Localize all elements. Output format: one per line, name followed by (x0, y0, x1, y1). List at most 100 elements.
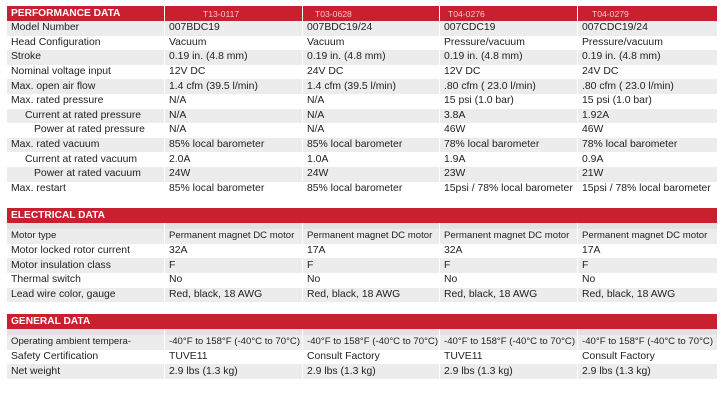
cell-value: 85% local barometer (302, 137, 440, 153)
cell-value: 0.19 in. (4.8 mm) (577, 50, 717, 65)
table-row: Max. open air flow 1.4 cfm (39.5 l/min) 1.… (6, 79, 717, 94)
cell-value: -40°F to 158°F (-40°C to 70°C) (302, 335, 440, 350)
cell-value: F (164, 258, 303, 273)
part-code: T13-0117 (164, 6, 303, 21)
performance-table: PERFORMANCE DATA T13-0117 T03-0628 T04-0… (6, 6, 717, 197)
cell-value: 23W (439, 166, 578, 182)
row-label: Head Configuration (6, 35, 165, 51)
row-label: Net weight (6, 364, 165, 379)
cell-value: 24V DC (302, 64, 440, 80)
cell-value: 15psi / 78% local barometer (439, 181, 578, 197)
cell-value: 1.9A (439, 152, 578, 167)
cell-value: Red, black, 18 AWG (164, 287, 303, 303)
cell-value: .80 cfm ( 23.0 l/min) (577, 79, 717, 94)
header-spacer (6, 223, 717, 230)
row-label: Max. open air flow (6, 79, 165, 94)
cell-value: 15psi / 78% local barometer (577, 181, 717, 197)
cell-value: No (164, 272, 303, 288)
cell-value: N/A (302, 93, 440, 109)
cell-value: Permanent magnet DC motor (439, 229, 578, 244)
cell-value: .80 cfm ( 23.0 l/min) (439, 79, 578, 94)
cell-value: TUVE11 (164, 349, 303, 365)
section-title: GENERAL DATA (5, 314, 717, 330)
cell-value: 0.19 in. (4.8 mm) (439, 50, 578, 65)
cell-value: Permanent magnet DC motor (164, 229, 303, 244)
row-label: Max. restart (6, 181, 165, 197)
row-label: Motor insulation class (6, 258, 165, 273)
row-label: Power at rated pressure (6, 123, 165, 138)
cell-value: 85% local barometer (302, 181, 440, 197)
performance-header: PERFORMANCE DATA T13-0117 T03-0628 T04-0… (6, 6, 717, 21)
cell-value: 17A (302, 243, 440, 259)
table-row: Max. restart 85% local barometer 85% local… (6, 181, 717, 197)
cell-value: Pressure/vacuum (577, 35, 717, 51)
table-row: Net weight 2.9 lbs (1.3 kg) 2.9 lbs (1.3 k… (6, 364, 717, 379)
cell-value: Red, black, 18 AWG (302, 287, 440, 303)
cell-value: 85% local barometer (164, 137, 303, 153)
cell-value: Pressure/vacuum (439, 35, 578, 51)
cell-value: N/A (164, 123, 303, 138)
table-row: Current at rated pressure N/A N/A 3.8A 1.92A (6, 108, 717, 124)
spec-sheet: PERFORMANCE DATA T13-0117 T03-0628 T04-0… (0, 6, 722, 379)
cell-value: 21W (577, 166, 717, 182)
cell-value: 17A (576, 243, 717, 259)
table-row: Current at rated vacuum 2.0A 1.0A 1.9A 0.9A (6, 152, 717, 167)
cell-value: F (439, 258, 578, 273)
section-title: ELECTRICAL DATA (5, 208, 717, 224)
cell-value: -40°F to 158°F (-40°C to 70°C) (164, 335, 303, 350)
row-label: Lead wire color, gauge (6, 287, 165, 303)
cell-value: No (576, 272, 717, 288)
cell-value: No (439, 272, 578, 288)
cell-value: 3.8A (439, 108, 578, 124)
cell-value: 78% local barometer (577, 137, 717, 153)
header-spacer (6, 329, 717, 336)
cell-value: 2.9 lbs (1.3 kg) (439, 364, 578, 379)
cell-value: 2.9 lbs (1.3 kg) (164, 364, 303, 379)
part-code: T04-0276 (439, 6, 578, 21)
cell-value: Permanent magnet DC motor (302, 229, 440, 244)
part-code: T04-0279 (577, 6, 717, 21)
cell-value: 007BDC19 (164, 21, 303, 36)
row-label: Safety Certification (6, 349, 165, 365)
table-row: Max. rated vacuum 85% local barometer 85% … (6, 137, 717, 153)
cell-value: Consult Factory (576, 349, 717, 365)
section-title: PERFORMANCE DATA (6, 6, 165, 21)
cell-value: 0.9A (577, 152, 717, 167)
cell-value: Vacuum (164, 35, 303, 51)
cell-value: 1.0A (302, 152, 440, 167)
table-row: Safety Certification TUVE11 Consult Factor… (6, 349, 717, 365)
table-row: Operating ambient tempera- -40°F to 158°F… (6, 335, 717, 350)
cell-value: 2.9 lbs (1.3 kg) (576, 364, 717, 379)
part-code: T03-0628 (302, 6, 440, 21)
row-label: Current at rated vacuum (6, 152, 165, 167)
general-table: GENERAL DATA Operating ambient tempera- -… (5, 314, 717, 379)
table-row: Head Configuration Vacuum Vacuum Pressure/v… (6, 35, 717, 51)
table-row: Power at rated pressure N/A N/A 46W 46W (6, 123, 717, 138)
cell-value: 0.19 in. (4.8 mm) (164, 50, 303, 65)
cell-value: 46W (577, 123, 717, 138)
cell-value: 12V DC (439, 64, 578, 80)
cell-value: 007BDC19/24 (302, 21, 440, 36)
cell-value: N/A (302, 123, 440, 138)
cell-value: Consult Factory (302, 349, 440, 365)
table-row: Nominal voltage input 12V DC 24V DC 12V DC 2… (6, 64, 717, 80)
table-row: Max. rated pressure N/A N/A 15 psi (1.0 bar… (6, 93, 717, 109)
cell-value: 1.92A (577, 108, 717, 124)
row-label: Stroke (6, 50, 165, 65)
table-row: Lead wire color, gauge Red, black, 18 AWG… (6, 287, 717, 303)
table-row: Motor type Permanent magnet DC motor Perma… (6, 229, 717, 244)
cell-value: 24W (302, 166, 440, 182)
cell-value: 007CDC19/24 (577, 21, 717, 36)
table-row: Stroke 0.19 in. (4.8 mm) 0.19 in. (4.8 mm)… (6, 50, 717, 65)
cell-value: 32A (164, 243, 303, 259)
cell-value: -40°F to 158°F (-40°C to 70°C) (576, 335, 717, 350)
cell-value: No (302, 272, 440, 288)
cell-value: 1.4 cfm (39.5 l/min) (302, 79, 440, 94)
row-label: Nominal voltage input (6, 64, 165, 80)
cell-value: 15 psi (1.0 bar) (439, 93, 578, 109)
cell-value: F (576, 258, 717, 273)
table-row: Power at rated vacuum 24W 24W 23W 21W (6, 166, 717, 182)
cell-value: 78% local barometer (439, 137, 578, 153)
row-label: Power at rated vacuum (6, 166, 165, 182)
cell-value: -40°F to 158°F (-40°C to 70°C) (439, 335, 578, 350)
